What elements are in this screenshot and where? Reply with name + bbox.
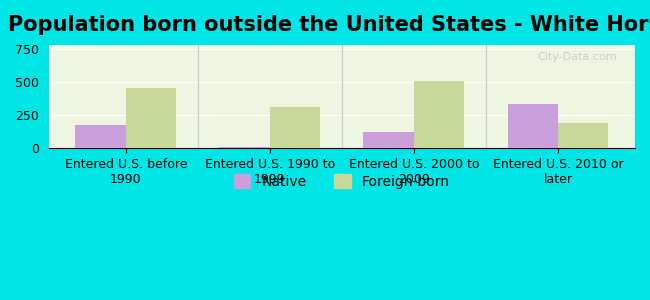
Bar (126, 88, 176, 148)
Title: Population born outside the United States - White Horse: Population born outside the United State… (8, 15, 650, 35)
Bar (414, 80, 464, 148)
Legend: Native, Foreign-born: Native, Foreign-born (228, 169, 456, 194)
Bar (508, 104, 558, 148)
Text: City-Data.com: City-Data.com (538, 52, 618, 62)
Bar (75, 125, 126, 148)
Bar (220, 147, 270, 148)
Bar (270, 107, 320, 148)
Bar (558, 123, 608, 148)
Bar (363, 132, 414, 148)
